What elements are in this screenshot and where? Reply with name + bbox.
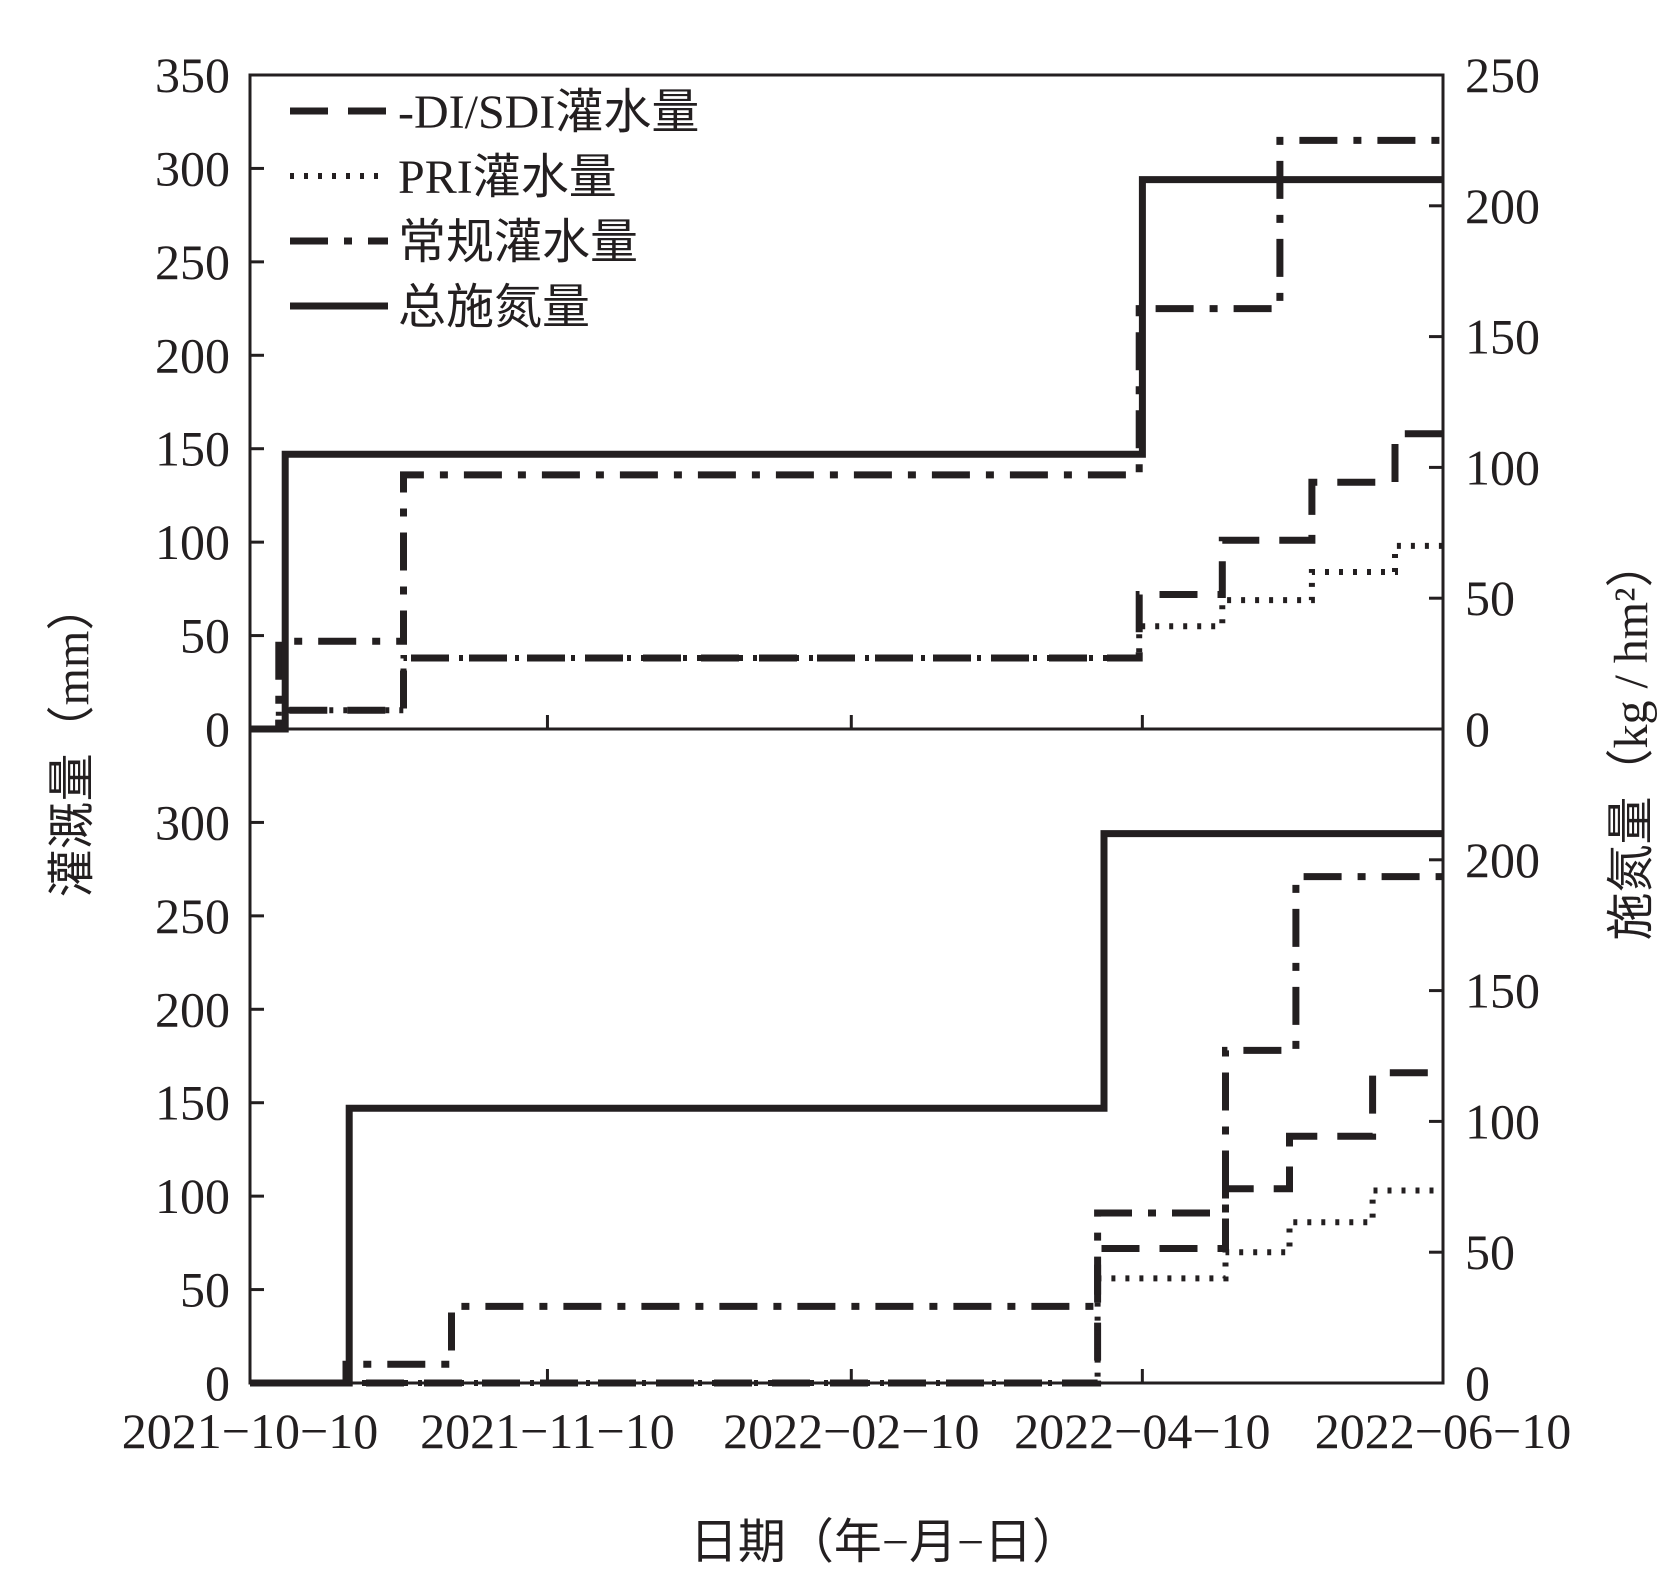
series-line-dashed — [250, 1069, 1443, 1387]
left-tick-label: 150 — [155, 421, 230, 477]
left-tick-label: 300 — [155, 140, 230, 196]
panel-2-frame — [248, 727, 1445, 1385]
x-tick-label: 2021−11−10 — [420, 1403, 675, 1459]
left-tick-label: 200 — [155, 981, 230, 1037]
left-tick-label: 300 — [155, 794, 230, 850]
left-axis-title: 灌溉量（mm） — [46, 583, 99, 898]
series-line-solid — [250, 830, 1443, 1387]
left-tick-label: 150 — [155, 1075, 230, 1131]
right-tick-label: 100 — [1465, 439, 1540, 495]
left-tick-label: 250 — [155, 234, 230, 290]
x-tick-label: 2022−02−10 — [723, 1403, 979, 1459]
x-tick-label: 2021−10−10 — [122, 1403, 378, 1459]
legend-label: -DI/SDI灌水量 — [398, 86, 699, 139]
legend-label: PRI灌水量 — [398, 151, 617, 204]
x-tick-label: 2022−06−10 — [1315, 1403, 1571, 1459]
right-tick-label: 0 — [1465, 1355, 1490, 1411]
right-tick-label: 50 — [1465, 570, 1515, 626]
right-tick-label: 150 — [1465, 309, 1540, 365]
right-tick-label: 200 — [1465, 178, 1540, 234]
right-tick-label: 50 — [1465, 1224, 1515, 1280]
legend-label: 常规灌水量 — [398, 216, 638, 269]
left-tick-label: 50 — [180, 1262, 230, 1318]
right-tick-label: 150 — [1465, 963, 1540, 1019]
panel-1: 0 50 100 150 200 250 300 350 0 50 100 150 200 250 — [155, 47, 1540, 757]
series-line-dashdot — [250, 873, 1443, 1387]
left-tick-label: 100 — [155, 1168, 230, 1224]
x-tick-label: 2022−04−10 — [1014, 1403, 1270, 1459]
series-line-dashed — [250, 430, 1443, 733]
panels-group: 0 50 100 150 200 250 300 350 0 50 100 150 200 250 0 50 1… — [155, 47, 1540, 1411]
series-line-dotted — [250, 1187, 1443, 1386]
series-line-dotted — [250, 542, 1443, 732]
right-tick-label: 0 — [1465, 701, 1490, 757]
left-tick-label: 100 — [155, 514, 230, 570]
left-tick-label: 50 — [180, 608, 230, 664]
x-axis-title: 日期（年−月−日） — [690, 1516, 1080, 1569]
x-tick-labels: 2021−10−10 2021−11−10 2022−02−10 2022−04−10… — [122, 1403, 1571, 1459]
right-axis-title: 施氮量（kg / hm²） — [1605, 539, 1658, 940]
left-tick-label: 350 — [155, 47, 230, 103]
left-tick-label: 200 — [155, 327, 230, 383]
right-tick-label: 250 — [1465, 47, 1540, 103]
right-tick-label: 200 — [1465, 832, 1540, 888]
right-tick-label: 100 — [1465, 1093, 1540, 1149]
left-tick-label: 0 — [205, 701, 230, 757]
panel-2: 0 50 100 150 200 250 300 0 50 100 150 200 — [155, 727, 1540, 1411]
legend-label: 总施氮量 — [398, 281, 590, 334]
left-tick-label: 250 — [155, 888, 230, 944]
left-tick-label: 0 — [205, 1355, 230, 1411]
